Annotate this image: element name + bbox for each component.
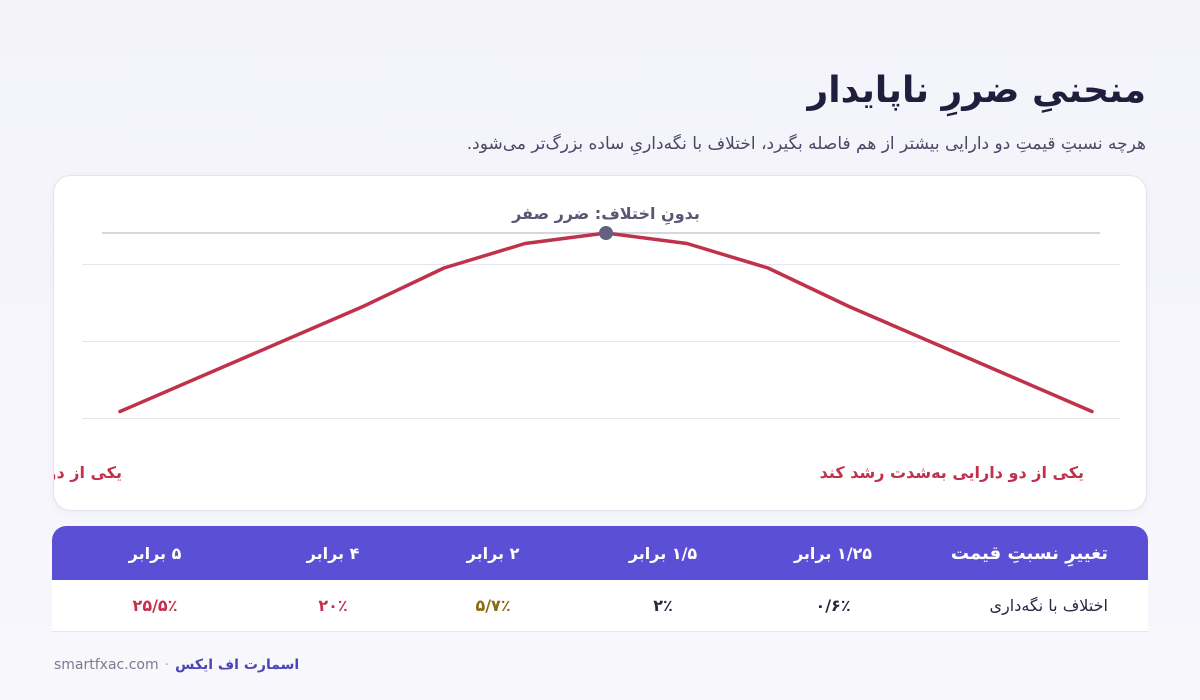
footer-domain[interactable]: smartfxac.com	[54, 657, 159, 673]
table-header-cell: تغییرِ نسبتِ قیمت	[950, 542, 1108, 564]
table-header-cell: ۱/۲۵ برابر	[793, 543, 873, 563]
impermanent-loss-chart: بدونِ اختلاف: ضرر صفر یکی از دو دارایی ب…	[54, 204, 1120, 482]
page-title: منحنیِ ضررِ ناپایدار	[807, 70, 1146, 111]
footer: smartfxac.com · اسمارت اف ایکس	[54, 657, 299, 673]
table-cell: ۵/۷٪	[475, 596, 511, 615]
footer-separator: ·	[164, 657, 170, 673]
peak-annotation: بدونِ اختلاف: ضرر صفر	[511, 204, 700, 226]
table-row: اختلاف با نگه‌داری ۰/۶٪ ۲٪ ۵/۷٪ ۲۰٪ ۲۵/۵…	[52, 580, 1148, 632]
right-annotation: یکی از دو دارایی به‌شدت رشد کند	[820, 463, 1084, 482]
table-header-cell: ۲ برابر	[466, 543, 520, 563]
table-header-cell: ۵ برابر	[128, 543, 182, 563]
table-header-row: تغییرِ نسبتِ قیمت ۱/۲۵ برابر ۱/۵ برابر ۲…	[52, 526, 1148, 580]
table-cell: ۲۰٪	[318, 596, 348, 615]
left-annotation: یکی از دو دارایی به‌شدت افت کند	[54, 463, 122, 482]
table-header-cell: ۴ برابر	[306, 543, 360, 563]
table-cell: ۲۵/۵٪	[132, 596, 178, 615]
chart-card: بدونِ اختلاف: ضرر صفر یکی از دو دارایی ب…	[53, 175, 1147, 511]
divergence-table: تغییرِ نسبتِ قیمت ۱/۲۵ برابر ۱/۵ برابر ۲…	[52, 526, 1148, 632]
peak-point	[599, 226, 613, 240]
table-header-cell: ۱/۵ برابر	[628, 543, 698, 563]
table-cell: ۰/۶٪	[815, 596, 851, 615]
footer-brand[interactable]: اسمارت اف ایکس	[175, 657, 300, 673]
loss-curve	[118, 231, 1094, 414]
grid-lines	[82, 264, 1120, 419]
page-subtitle: هرچه نسبتِ قیمتِ دو دارایی بیشتر از هم ف…	[466, 134, 1146, 154]
table-cell: ۲٪	[653, 596, 673, 615]
table-row-label: اختلاف با نگه‌داری	[989, 596, 1108, 615]
